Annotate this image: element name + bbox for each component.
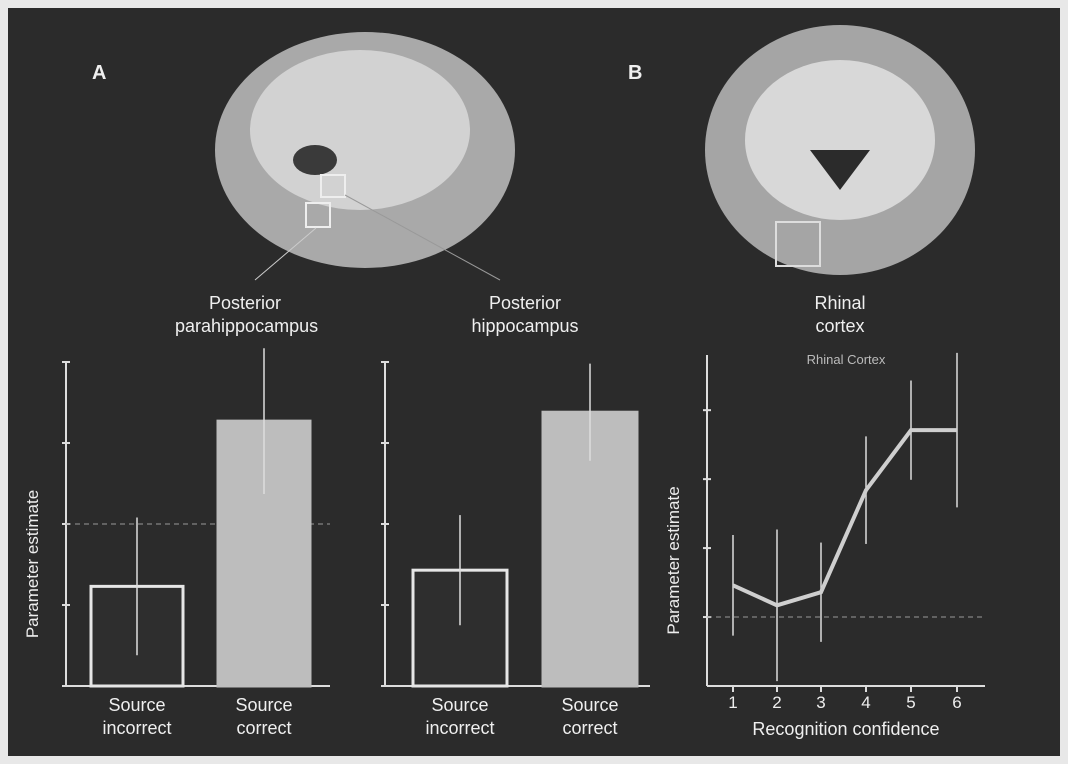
region-label: Posterior parahippocampus [175,292,315,338]
panel-label: B [628,62,642,85]
x-tick-label: Source correct [535,694,645,740]
x-tick-label: 2 [772,693,781,712]
x-tick-label: 5 [906,693,915,712]
region-label: Rhinal cortex [790,292,890,338]
x-tick-label: 6 [952,693,961,712]
x-axis-label: Recognition confidence [716,718,976,741]
brain-coronal [705,25,975,275]
figure: Parameter estimate Parameter estimate 1 2 3 4… [0,0,1068,764]
panel-label: A [92,62,106,85]
x-tick-label: Source incorrect [82,694,192,740]
x-tick-label: 4 [861,693,870,712]
chart-title: Rhinal Cortex [766,348,926,371]
x-tick-label: 1 [728,693,737,712]
region-label: Posterior hippocampus [460,292,590,338]
chart: Parameter estimate Parameter estimate 1 2 3 4… [0,0,1068,764]
x-tick-label: 3 [816,693,825,712]
x-tick-label: Source incorrect [405,694,515,740]
y-axis-label: Parameter estimate [664,486,683,634]
y-axis-label: Parameter estimate [23,490,42,638]
x-tick-label: Source correct [209,694,319,740]
